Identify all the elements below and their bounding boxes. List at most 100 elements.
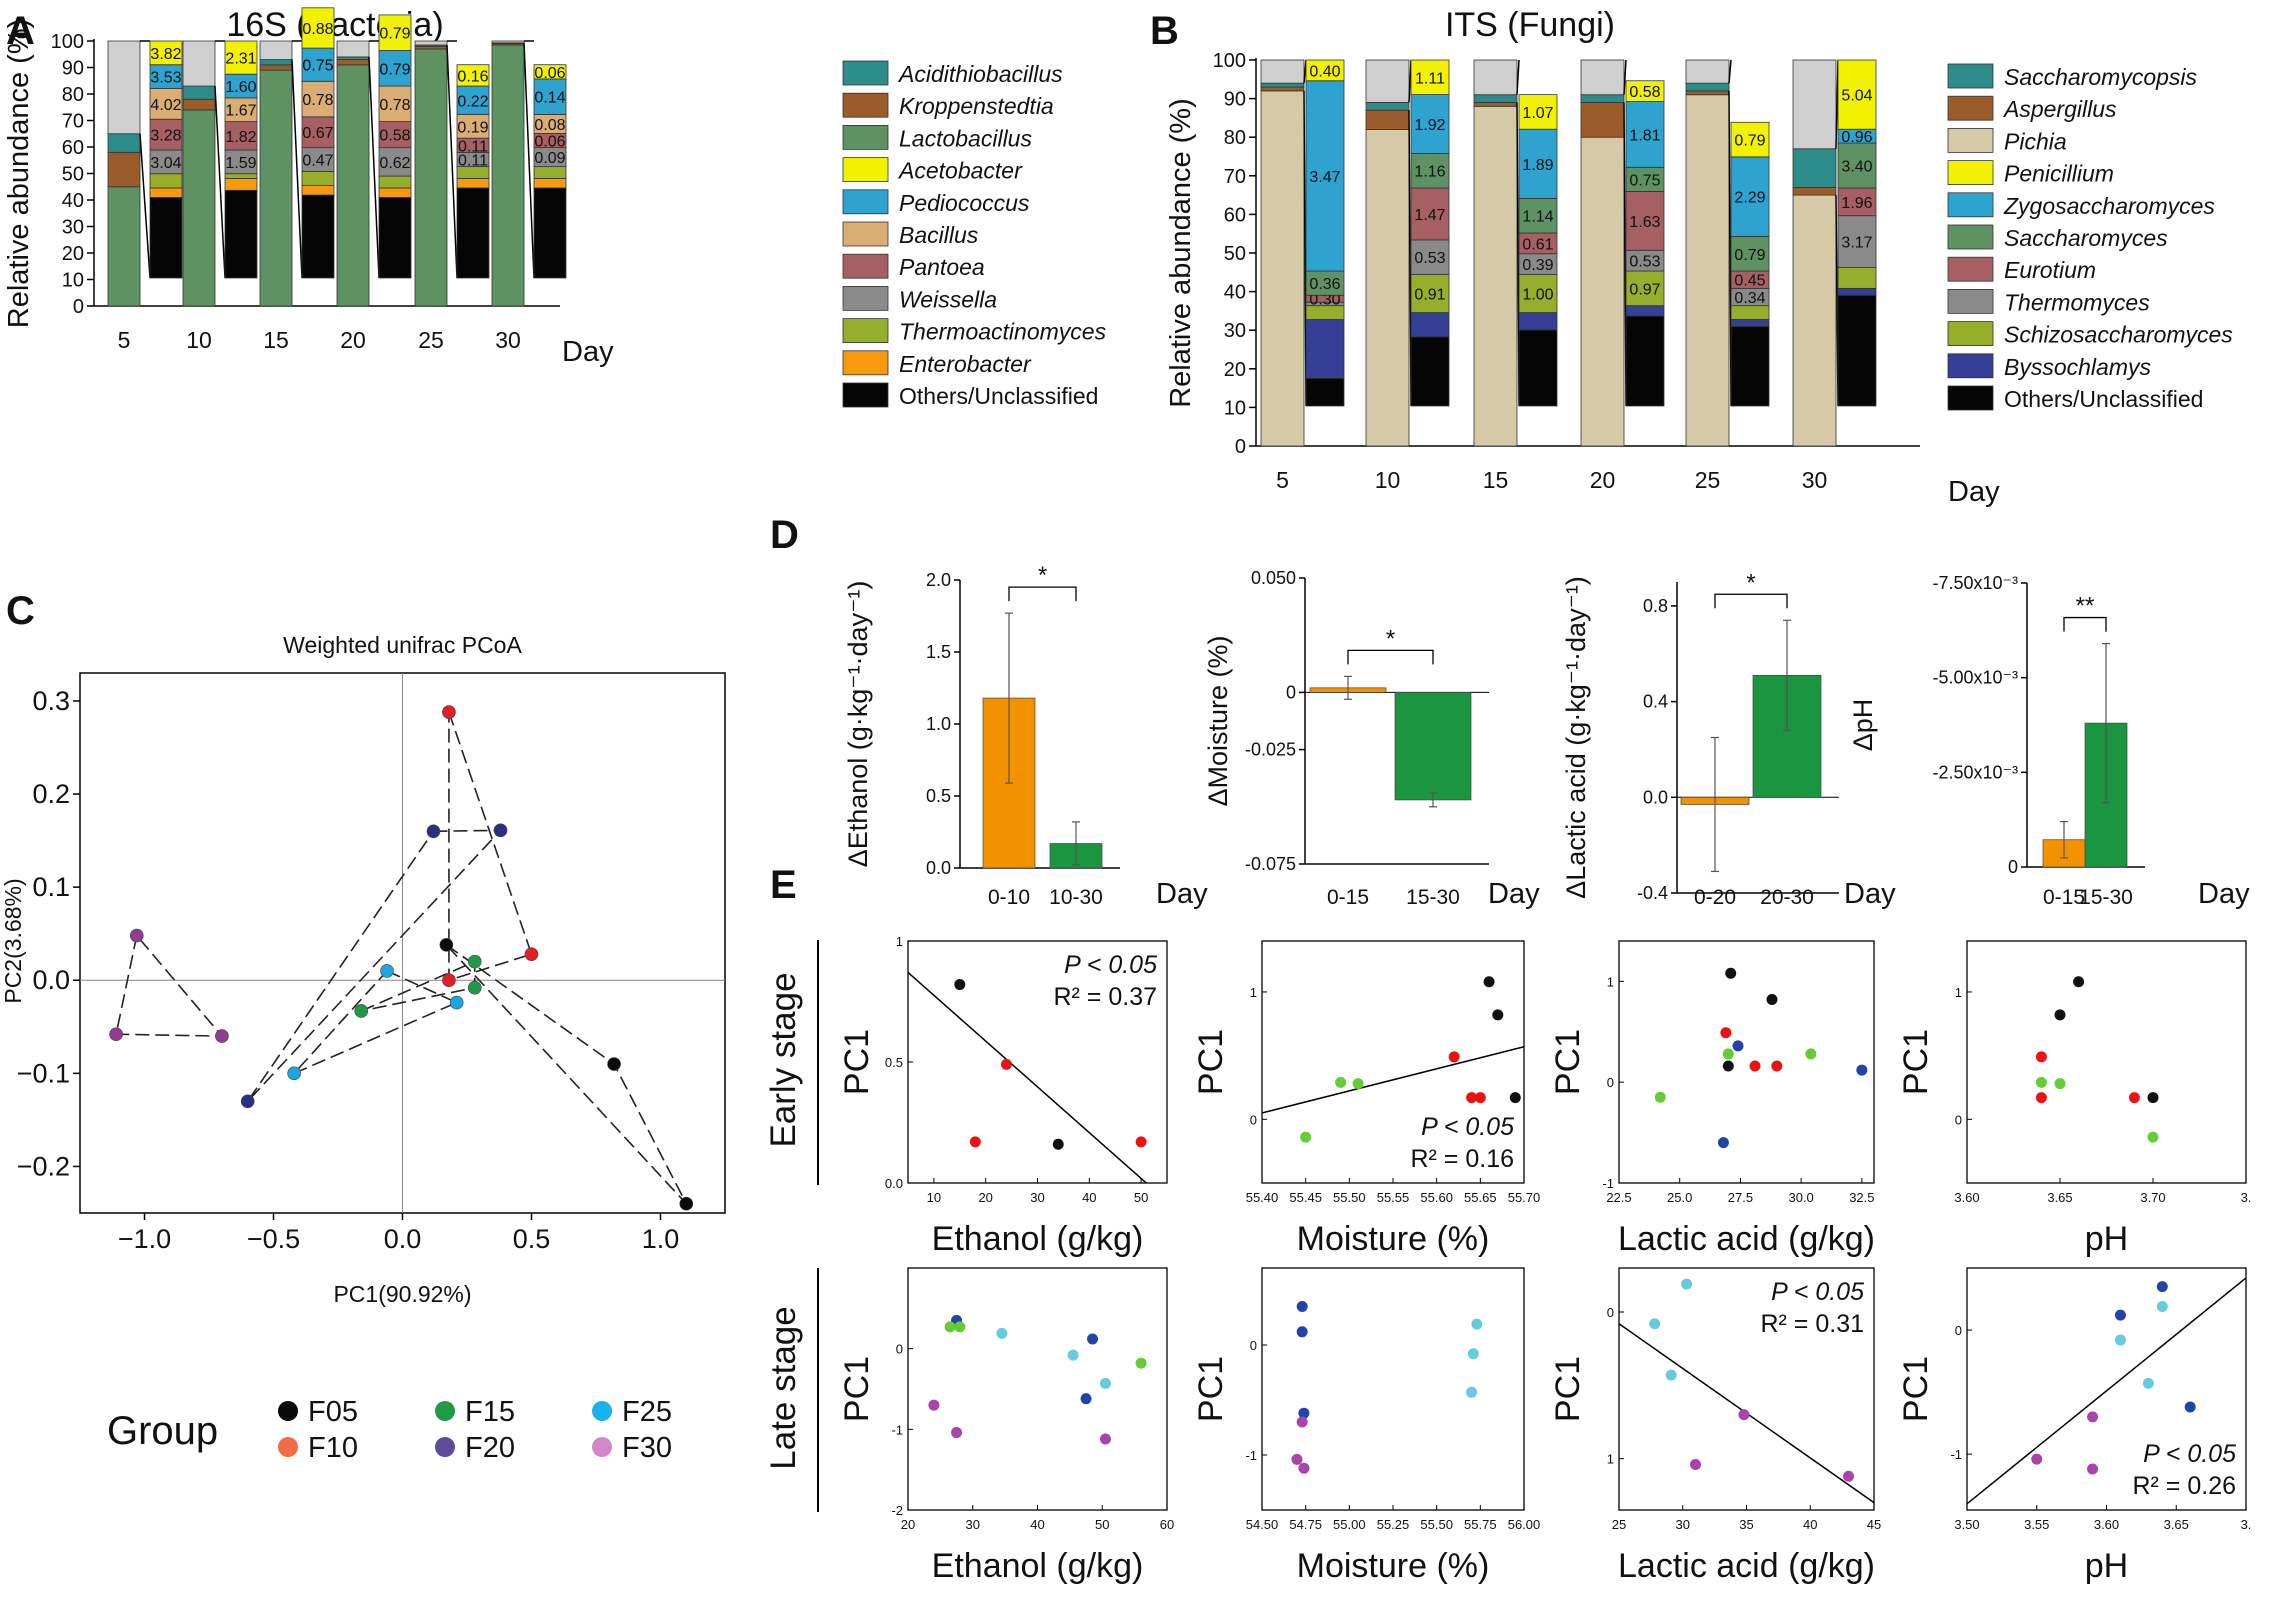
x-axis-title: pH [2085, 1547, 2128, 1585]
pcoa-point [354, 1004, 369, 1018]
significance-marker: * [1038, 562, 1047, 589]
scatter-point [1000, 1058, 1012, 1070]
main-bar-segment [1365, 102, 1410, 111]
scatter-point [1720, 1027, 1732, 1039]
zoom-bar-segment [1518, 329, 1558, 407]
zoom-bar-value-label: 1.14 [1522, 209, 1553, 226]
y-tick-label: 1 [1955, 985, 1962, 1000]
zoom-bar-segment [224, 173, 258, 179]
category-label: 0-15 [2043, 886, 2085, 909]
zoom-bar-segment [456, 187, 490, 279]
zoom-bar-segment [1625, 80, 1665, 102]
x-tick-label: 3.50 [1954, 1517, 1979, 1532]
y-tick-label: 0.1 [32, 872, 70, 902]
zoom-bar-segment [1625, 270, 1665, 307]
zoom-bar-value-label: 3.17 [1841, 235, 1872, 252]
zoom-bar-value-label: 0.36 [1309, 276, 1340, 293]
legend-dot [435, 1437, 455, 1457]
y-tick-label: 1 [1607, 1452, 1614, 1467]
scatter-point [1135, 1357, 1147, 1369]
scatter-point [2184, 1401, 2196, 1413]
x-tick-label: 3.70 [2140, 1190, 2165, 1205]
main-bar-segment [336, 40, 370, 58]
zoom-bar-segment [1730, 156, 1770, 237]
scatter-point [1717, 1137, 1729, 1149]
y-tick-label: 1 [1607, 974, 1614, 989]
y-tick-label: 1 [1250, 985, 1257, 1000]
y-tick-label: 0.8 [1643, 596, 1668, 616]
zoom-bar-value-label: 1.63 [1629, 214, 1660, 231]
main-bar-segment [491, 40, 525, 44]
x-tick-label: 55.50 [1333, 1190, 1366, 1205]
zoom-connector-line [446, 44, 458, 279]
pcoa-point [493, 823, 508, 838]
y-axis-title: PC1 [1192, 1356, 1230, 1422]
pcoa-point [380, 964, 394, 978]
zoom-bar-segment [149, 197, 183, 279]
zoom-bar-segment [456, 178, 490, 189]
zoom-connector-line [139, 133, 151, 279]
y-axis-title: ΔMoisture (%) [1203, 635, 1233, 806]
legend-swatch [842, 350, 889, 376]
zoom-bar-segment [301, 170, 335, 186]
legend-label: Thermoactinomyces [899, 319, 1107, 345]
y-tick-label: 0 [1250, 1112, 1257, 1127]
legend-label: Others/Unclassified [2004, 386, 2203, 412]
y-tick-label: −0.1 [17, 1058, 70, 1088]
panel-c-pcoa-chart: Weighted unifrac PCoA −1.0 −0.5 0.0 0.5 1.0 −0… [0, 632, 726, 1464]
zoom-bar-segment [378, 50, 412, 87]
legend-label: Others/Unclassified [899, 383, 1098, 409]
main-bar-segment [1260, 86, 1305, 92]
zoom-connector-line [1516, 59, 1520, 95]
y-tick-label: 0.050 [1251, 568, 1296, 588]
x-axis-title: Lactic acid (g/kg) [1618, 1547, 1875, 1585]
scatter-point [2128, 1092, 2140, 1104]
scatter-point [1738, 1409, 1750, 1421]
zoom-bar-value-label: 1.92 [1414, 117, 1445, 134]
scatter-point [944, 1321, 956, 1333]
main-bar-segment [1365, 59, 1410, 103]
scatter-point [2142, 1377, 2154, 1389]
x-axis-title: Lactic acid (g/kg) [1618, 1220, 1875, 1258]
x-axis-title: Day [1844, 878, 1896, 910]
zoom-bar-value-label: 0.88 [302, 21, 333, 38]
y-tick-label: -1 [1245, 1448, 1257, 1463]
scatter-point [2035, 1092, 2047, 1104]
zoom-bar-segment [149, 118, 183, 151]
category-label: 0-10 [988, 886, 1030, 909]
zoom-bar-segment [1518, 274, 1558, 313]
scatter-point [1749, 1060, 1761, 1072]
x-tick-label: 55.55 [1377, 1190, 1410, 1205]
legend-swatch [842, 253, 889, 279]
y-tick-label: 0 [896, 1342, 903, 1357]
panel-label-c: C [6, 589, 35, 633]
zoom-bar-segment [378, 175, 412, 189]
scatter-point [1665, 1369, 1677, 1381]
zoom-bar-segment [533, 166, 567, 179]
zoom-bar-value-label: 0.91 [1414, 287, 1445, 304]
y-tick-label: -7.50x10⁻³ [1932, 573, 2018, 593]
scatter-point [1654, 1091, 1666, 1103]
y-tick-label: 80 [1224, 127, 1246, 149]
y-tick-label: 1.0 [926, 714, 951, 734]
zoom-bar-value-label: 2.31 [225, 51, 256, 68]
zoom-bar-segment [1305, 270, 1345, 296]
category-label: 20-30 [1760, 886, 1814, 909]
significance-bracket [2063, 616, 2107, 632]
y-axis-title: Relative abundance (%) [3, 19, 35, 329]
zoom-bar-segment [301, 194, 335, 279]
zoom-bar-value-label: 0.08 [534, 117, 565, 134]
pcoa-point [442, 705, 456, 719]
legend-dot [592, 1401, 612, 1421]
x-axis-title: pH [2085, 1220, 2128, 1258]
y-tick-label: 70 [62, 111, 84, 133]
legend-swatch [1947, 256, 1994, 282]
y-tick-label: 0.0 [1643, 787, 1668, 807]
y-tick-label: 0.3 [32, 686, 70, 716]
y-tick-label: 100 [1213, 50, 1246, 72]
x-axis-title: PC1(90.92%) [333, 1281, 471, 1307]
scatter-point [951, 1427, 963, 1439]
legend-swatch [1947, 385, 1994, 411]
main-bar-segment [107, 151, 141, 188]
